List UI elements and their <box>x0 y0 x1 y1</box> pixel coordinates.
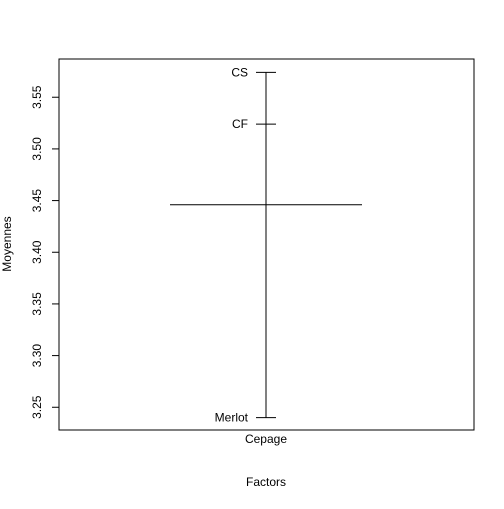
y-tick-label-3: 3.40 <box>30 240 44 264</box>
level-label-cs: CS <box>231 65 248 79</box>
level-label-cf: CF <box>232 117 248 131</box>
plot-marks: CS CF Merlot <box>170 65 362 425</box>
y-tick-label-0: 3.25 <box>30 395 44 419</box>
plot-frame <box>58 58 475 431</box>
y-tick-label-5: 3.50 <box>30 137 44 161</box>
y-tick-label-2: 3.35 <box>30 292 44 316</box>
y-tick-label-4: 3.45 <box>30 189 44 213</box>
y-axis: 3.25 3.30 3.35 3.40 3.45 3.50 3.55 <box>30 85 59 419</box>
x-axis-label: Factors <box>246 475 286 489</box>
factor-name-label: Cepage <box>245 432 287 446</box>
y-tick-label-6: 3.55 <box>30 85 44 109</box>
y-axis-label: Moyennes <box>0 216 14 271</box>
level-label-merlot: Merlot <box>215 411 249 425</box>
y-tick-label-1: 3.30 <box>30 344 44 368</box>
